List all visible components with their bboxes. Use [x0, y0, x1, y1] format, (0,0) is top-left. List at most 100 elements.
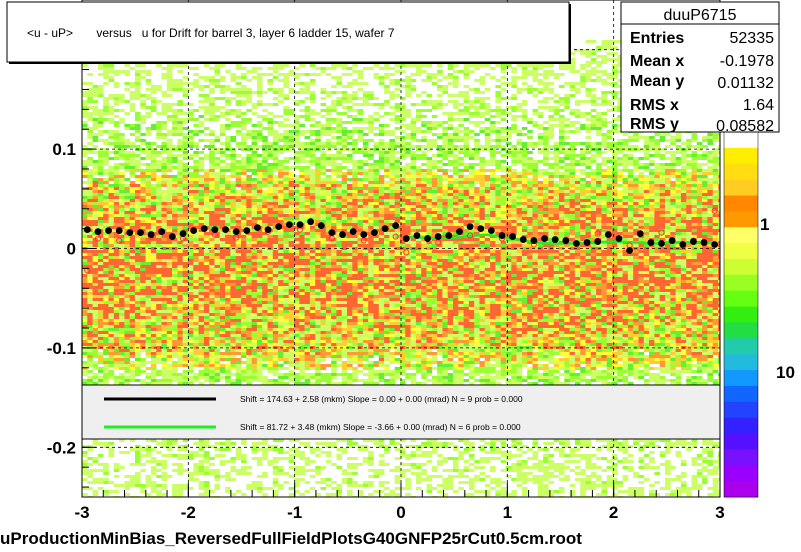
heatmap-cell — [273, 76, 279, 79]
heatmap-cell — [374, 118, 380, 121]
heatmap-cell — [405, 187, 411, 190]
heatmap-cell — [130, 91, 136, 94]
heatmap-cell — [236, 181, 242, 184]
heatmap-cell — [554, 181, 560, 184]
heatmap-cell — [241, 220, 247, 223]
heatmap-cell — [172, 85, 178, 88]
heatmap-cell — [432, 172, 438, 175]
heatmap-cell — [321, 214, 327, 217]
heatmap-cell — [490, 196, 496, 199]
heatmap-cell — [268, 103, 274, 106]
heatmap-cell — [93, 91, 99, 94]
heatmap-cell — [570, 157, 576, 160]
heatmap-cell — [379, 193, 385, 196]
heatmap-cell — [93, 136, 99, 139]
heatmap-cell — [236, 91, 242, 94]
heatmap-cell — [368, 130, 374, 133]
heatmap-cell — [177, 190, 183, 193]
heatmap-cell — [538, 187, 544, 190]
heatmap-cell — [506, 208, 512, 211]
heatmap-cell — [230, 163, 236, 166]
heatmap-cell — [596, 208, 602, 211]
heatmap-cell — [469, 193, 475, 196]
heatmap-cell — [336, 127, 342, 130]
heatmap-cell — [379, 67, 385, 70]
heatmap-cell — [336, 202, 342, 205]
heatmap-cell — [511, 151, 517, 154]
heatmap-cell — [363, 97, 369, 100]
heatmap-cell — [336, 79, 342, 82]
heatmap-cell — [644, 202, 650, 205]
heatmap-cell — [225, 157, 231, 160]
heatmap-cell — [660, 172, 666, 175]
heatmap-cell — [257, 196, 263, 199]
heatmap-cell — [215, 82, 221, 85]
heatmap-cell — [448, 112, 454, 115]
heatmap-cell — [347, 169, 353, 172]
heatmap-cell — [93, 214, 99, 217]
heatmap-cell — [681, 202, 687, 205]
heatmap-cell — [257, 136, 263, 139]
heatmap-cell — [681, 166, 687, 169]
heatmap-cell — [421, 145, 427, 148]
heatmap-cell — [273, 211, 279, 214]
heatmap-cell — [310, 139, 316, 142]
heatmap-cell — [453, 94, 459, 97]
heatmap-cell — [262, 139, 268, 142]
heatmap-cell — [305, 214, 311, 217]
heatmap-cell — [93, 88, 99, 91]
heatmap-cell — [628, 145, 634, 148]
heatmap-cell — [586, 64, 592, 67]
heatmap-cell — [389, 178, 395, 181]
heatmap-cell — [480, 157, 486, 160]
heatmap-cell — [554, 73, 560, 76]
heatmap-cell — [326, 181, 332, 184]
heatmap-cell — [225, 220, 231, 223]
heatmap-cell — [607, 121, 613, 124]
heatmap-cell — [405, 142, 411, 145]
heatmap-cell — [321, 208, 327, 211]
heatmap-cell — [278, 172, 284, 175]
heatmap-cell — [257, 217, 263, 220]
heatmap-cell — [236, 103, 242, 106]
heatmap-cell — [654, 205, 660, 208]
heatmap-cell — [490, 190, 496, 193]
heatmap-cell — [236, 124, 242, 127]
heatmap-cell — [575, 190, 581, 193]
heatmap-cell — [586, 160, 592, 163]
heatmap-cell — [146, 220, 152, 223]
heatmap-cell — [252, 217, 258, 220]
heatmap-cell — [437, 175, 443, 178]
heatmap-cell — [453, 178, 459, 181]
heatmap-cell — [114, 214, 120, 217]
heatmap-cell — [326, 208, 332, 211]
heatmap-cell — [220, 127, 226, 130]
heatmap-cell — [702, 193, 708, 196]
heatmap-cell — [299, 160, 305, 163]
heatmap-cell — [517, 103, 523, 106]
heatmap-cell — [188, 154, 194, 157]
heatmap-cell — [156, 199, 162, 202]
heatmap-cell — [713, 190, 719, 193]
heatmap-cell — [458, 205, 464, 208]
heatmap-cell — [533, 211, 539, 214]
heatmap-cell — [432, 160, 438, 163]
heatmap-cell — [236, 133, 242, 136]
heatmap-cell — [543, 214, 549, 217]
heatmap-cell — [321, 127, 327, 130]
heatmap-cell — [114, 100, 120, 103]
heatmap-cell — [601, 124, 607, 127]
heatmap-cell — [527, 166, 533, 169]
heatmap-cell — [315, 205, 321, 208]
heatmap-cell — [692, 181, 698, 184]
heatmap-cell — [442, 76, 448, 79]
heatmap-cell — [453, 130, 459, 133]
heatmap-cell — [352, 190, 358, 193]
heatmap-cell — [395, 151, 401, 154]
heatmap-cell — [273, 97, 279, 100]
heatmap-cell — [151, 187, 157, 190]
heatmap-cell — [310, 205, 316, 208]
heatmap-cell — [480, 91, 486, 94]
heatmap-cell — [135, 64, 141, 67]
heatmap-cell — [342, 73, 348, 76]
